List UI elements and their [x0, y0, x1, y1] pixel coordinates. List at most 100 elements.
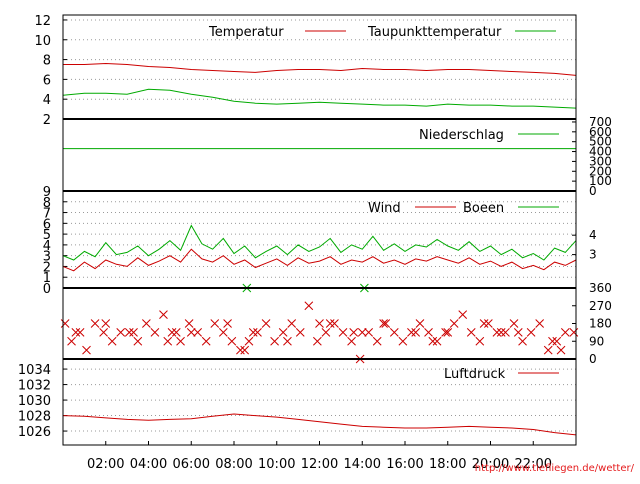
y2-tick-label: 180 [589, 317, 612, 331]
scatter-point [304, 301, 314, 311]
scatter-point [432, 336, 442, 346]
scatter-point [82, 345, 91, 355]
scatter-point [240, 345, 250, 355]
y-tick-label: 9 [43, 185, 51, 200]
y2-tick-label: 200 [589, 164, 612, 178]
y2-tick-label: 0 [589, 352, 597, 366]
scatter-point [475, 336, 485, 346]
scatter-point [210, 319, 220, 328]
scatter-point [163, 336, 173, 346]
scatter-point [526, 328, 536, 337]
y-tick-label: 6 [43, 73, 51, 88]
scatter-point [124, 328, 134, 337]
x-tick-label: 22:00 [515, 457, 552, 472]
scatter-point [548, 336, 557, 346]
scatter-point [449, 319, 459, 328]
scatter-point [171, 328, 181, 337]
scatter-point [552, 336, 562, 346]
scatter-point [261, 319, 271, 328]
scatter-point [458, 310, 468, 319]
x-tick-label: 02:00 [87, 457, 124, 472]
scatter-point [186, 328, 196, 337]
scatter-point [107, 336, 117, 346]
x-tick-label: 06:00 [173, 457, 210, 472]
scatter-point [313, 336, 322, 346]
y-tick-label: 0 [43, 282, 51, 297]
scatter-point [560, 328, 570, 337]
y2-tick-label: 3 [589, 248, 597, 262]
scatter-point [315, 319, 324, 328]
y-tick-label: 1028 [18, 410, 51, 425]
scatter-point [325, 319, 335, 328]
y-tick-label: 4 [43, 239, 51, 254]
scatter-point [372, 336, 382, 346]
scatter-point [90, 319, 100, 328]
scatter-point [415, 319, 425, 328]
y2-tick-label: 700 [589, 115, 612, 129]
y2-tick-label: 100 [589, 174, 612, 188]
y-tick-label: 8 [43, 196, 51, 211]
scatter-point [479, 319, 489, 328]
y2-tick-label: 300 [589, 154, 612, 168]
y2-tick-label: 270 [589, 299, 612, 313]
scatter-point [223, 319, 232, 328]
scatter-point [518, 336, 527, 346]
y-tick-label: 12 [34, 14, 51, 29]
scatter-point [330, 319, 339, 328]
scatter-point [424, 328, 433, 337]
scatter-point [244, 336, 254, 346]
x-tick-label: 08:00 [215, 457, 252, 472]
scatter-point [193, 328, 203, 337]
y-tick-label: 2 [43, 113, 51, 128]
series-line [62, 88, 577, 109]
scatter-point [496, 328, 506, 337]
scatter-point [443, 328, 453, 337]
scatter-point [347, 336, 356, 346]
scatter-point [270, 336, 279, 346]
scatter-point [407, 328, 416, 337]
scatter-point [535, 319, 545, 328]
y-tick-label: 5 [43, 228, 51, 243]
scatter-point [150, 328, 160, 337]
scatter-point [492, 328, 502, 337]
scatter-point [321, 328, 331, 337]
y-tick-label: 8 [43, 54, 51, 69]
x-tick-label: 18:00 [429, 457, 466, 472]
series-line [62, 224, 577, 261]
series-line [62, 413, 577, 436]
scatter-point [99, 328, 108, 337]
y2-tick-label: 0 [589, 184, 597, 198]
scatter-point [167, 328, 177, 337]
scatter-point [295, 328, 305, 337]
scatter-point [248, 328, 258, 337]
scatter-point [389, 328, 399, 337]
scatter-point [357, 328, 367, 337]
scatter-point [60, 319, 70, 328]
scatter-point [513, 328, 523, 337]
scatter-point [543, 345, 553, 355]
y-tick-label: 1034 [18, 363, 51, 378]
x-tick-label: 04:00 [130, 457, 167, 472]
y-tick-label: 1026 [18, 425, 51, 440]
scatter-point [428, 336, 438, 346]
scatter-point [129, 328, 138, 337]
scatter-point [67, 336, 76, 346]
scatter-point [101, 319, 111, 328]
scatter-point [381, 319, 391, 328]
legend-label: Wind [368, 201, 401, 216]
y2-tick-label: 500 [589, 135, 612, 149]
scatter-point [283, 336, 292, 346]
legend-label: Temperatur [208, 25, 284, 40]
legend-label: Luftdruck [444, 367, 506, 382]
y2-tick-label: 360 [589, 281, 612, 295]
y-tick-label: 6 [43, 217, 51, 232]
y-tick-label: 1032 [18, 379, 51, 394]
y-tick-label: 1030 [18, 394, 51, 409]
y-tick-label: 3 [43, 250, 51, 265]
source-credit-link[interactable]: http://www.tiefliegen.de/wetter/ [474, 463, 634, 474]
scatter-point [227, 336, 237, 346]
scatter-point [501, 328, 510, 337]
x-tick-label: 12:00 [301, 457, 338, 472]
